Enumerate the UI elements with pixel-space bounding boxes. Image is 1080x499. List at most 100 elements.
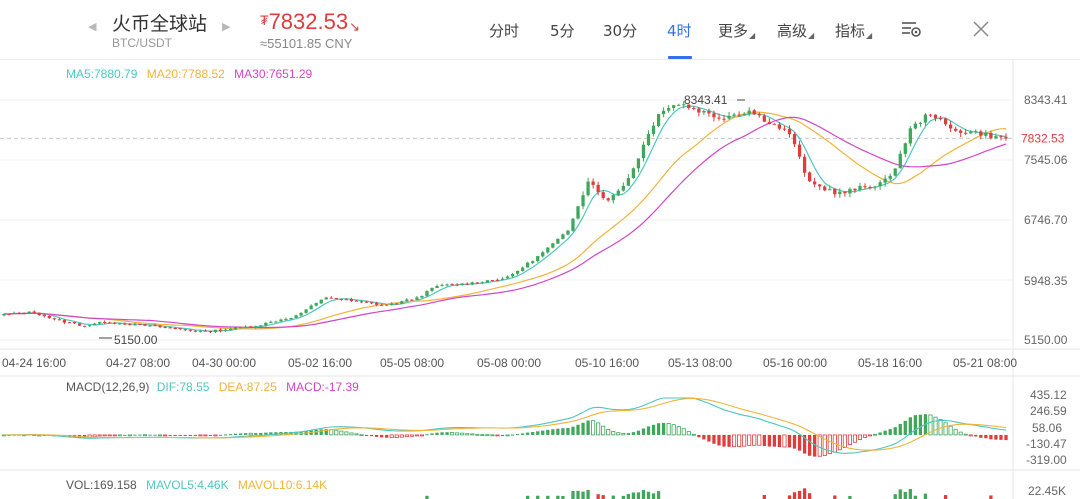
candle-down: [601, 192, 605, 198]
candle-up: [148, 325, 152, 327]
macd-bar-positive: [465, 433, 470, 436]
macd-bar-negative: [178, 434, 182, 436]
tab-advanced[interactable]: 高级◢: [777, 20, 814, 41]
macd-bar-positive: [520, 433, 525, 435]
macd-bar-positive: [339, 430, 344, 436]
macd-bar-positive: [651, 424, 656, 435]
macd-bar-positive: [117, 434, 122, 437]
macd-bar-positive: [531, 432, 535, 435]
candle-down: [82, 325, 87, 327]
macd-bar-negative: [409, 434, 414, 437]
macd-bar-positive: [691, 433, 696, 436]
close-icon[interactable]: [970, 18, 992, 40]
macd-bar-negative: [419, 434, 424, 437]
x-tick-label: 05-13 08:00: [668, 356, 732, 370]
candle-up: [254, 326, 258, 328]
pair-symbol: BTC/USDT: [112, 36, 172, 50]
candle-down: [989, 132, 993, 139]
macd-bar-positive: [536, 431, 540, 435]
dif-line: [4, 397, 1007, 454]
candle-up: [526, 262, 530, 268]
x-tick-label: 05-05 08:00: [380, 356, 444, 370]
candle-down: [339, 298, 343, 300]
macd-bar-positive: [349, 432, 354, 436]
macd-bar-positive: [138, 434, 142, 436]
macd-bar-positive: [556, 428, 560, 435]
macd-bar-negative: [868, 434, 873, 437]
macd-bar-positive: [490, 434, 495, 437]
y-tick-label: 5948.35: [1024, 274, 1068, 288]
macd-bar-negative: [767, 434, 771, 447]
volume-bar: [621, 495, 625, 499]
candle-up: [309, 305, 313, 310]
macd-bar-negative: [198, 434, 203, 437]
macd-bar-positive: [943, 422, 948, 436]
candle-up: [651, 125, 656, 135]
macd-bar-negative: [852, 434, 857, 443]
tab-timeline[interactable]: 分时: [489, 22, 520, 40]
candle-down: [717, 117, 721, 119]
macd-bar-positive: [561, 428, 565, 435]
legend-ma20: MA20:7788.52: [147, 67, 225, 81]
moving-average-lines: [3, 105, 1007, 332]
candle-up: [732, 114, 736, 116]
macd-bar-negative: [369, 434, 374, 437]
candle-up: [747, 110, 751, 115]
chevron-left-icon[interactable]: ◀: [88, 21, 97, 33]
macd-bar-negative: [163, 434, 168, 437]
volume-bar: [641, 490, 646, 499]
tab-indicators[interactable]: 指标◢: [835, 20, 872, 41]
tab-5min[interactable]: 5分: [550, 22, 575, 40]
macd-bar-negative: [727, 434, 731, 447]
candle-down: [52, 318, 56, 320]
macd-bar-positive: [314, 429, 318, 435]
candle-down: [596, 184, 600, 193]
kline-chart[interactable]: MA5:7880.79 MA20:7788.52 MA30:7651.29 83…: [0, 60, 1080, 499]
volume-bar: [833, 495, 837, 499]
macd-bar-negative: [394, 434, 399, 438]
candle-up: [470, 282, 474, 285]
macd-bar-positive: [611, 431, 616, 436]
candle-down: [57, 319, 62, 321]
tab-more[interactable]: 更多◢: [718, 20, 755, 41]
x-tick-label: 05-21 08:00: [953, 356, 1017, 370]
volume-bar: [762, 494, 766, 499]
volume-bar: [943, 495, 948, 499]
macd-bar-positive: [475, 433, 480, 436]
candle-up: [742, 114, 746, 116]
macd-bar-positive: [510, 434, 515, 436]
chevron-right-icon[interactable]: ▶: [222, 21, 231, 33]
price-value: 7832.53: [268, 9, 349, 34]
candle-up: [918, 122, 923, 124]
macd-y-axis: 435.12 246.59 58.06 -130.47 -319.00: [1026, 388, 1067, 467]
macd-bar-negative: [827, 434, 832, 455]
candle-down: [767, 121, 771, 125]
candle-up: [480, 282, 484, 284]
macd-bar-positive: [586, 420, 590, 435]
dropdown-triangle-icon: ◢: [749, 31, 756, 40]
macd-bar-negative: [364, 434, 369, 436]
legend-main: MA5:7880.79 MA20:7788.52 MA30:7651.29: [66, 67, 313, 81]
x-tick-label: 05-02 16:00: [288, 356, 352, 370]
macd-bar-positive: [948, 425, 953, 436]
ma5-line: [3, 105, 1007, 332]
candle-up: [667, 108, 671, 111]
candle-up: [536, 256, 540, 262]
macd-bar-negative: [112, 434, 117, 437]
candle-down: [1004, 136, 1008, 139]
candle-up: [908, 128, 912, 144]
macd-histogram: [1, 414, 1008, 457]
tab-30min[interactable]: 30分: [603, 22, 638, 40]
chart-settings-icon[interactable]: [900, 19, 922, 39]
macd-lines: [4, 397, 1007, 454]
macd-bar-positive: [515, 434, 520, 436]
candle-down: [47, 315, 51, 319]
candle-down: [762, 115, 766, 122]
macd-bar-positive: [888, 429, 892, 435]
macd-bar-positive: [294, 431, 298, 435]
volume-bar: [546, 495, 550, 499]
legend-vol: VOL:169.158: [66, 478, 137, 492]
tab-4hour[interactable]: 4时: [667, 22, 692, 40]
macd-bar-negative: [772, 434, 777, 447]
legend-dif: DIF:78.55: [157, 380, 210, 394]
